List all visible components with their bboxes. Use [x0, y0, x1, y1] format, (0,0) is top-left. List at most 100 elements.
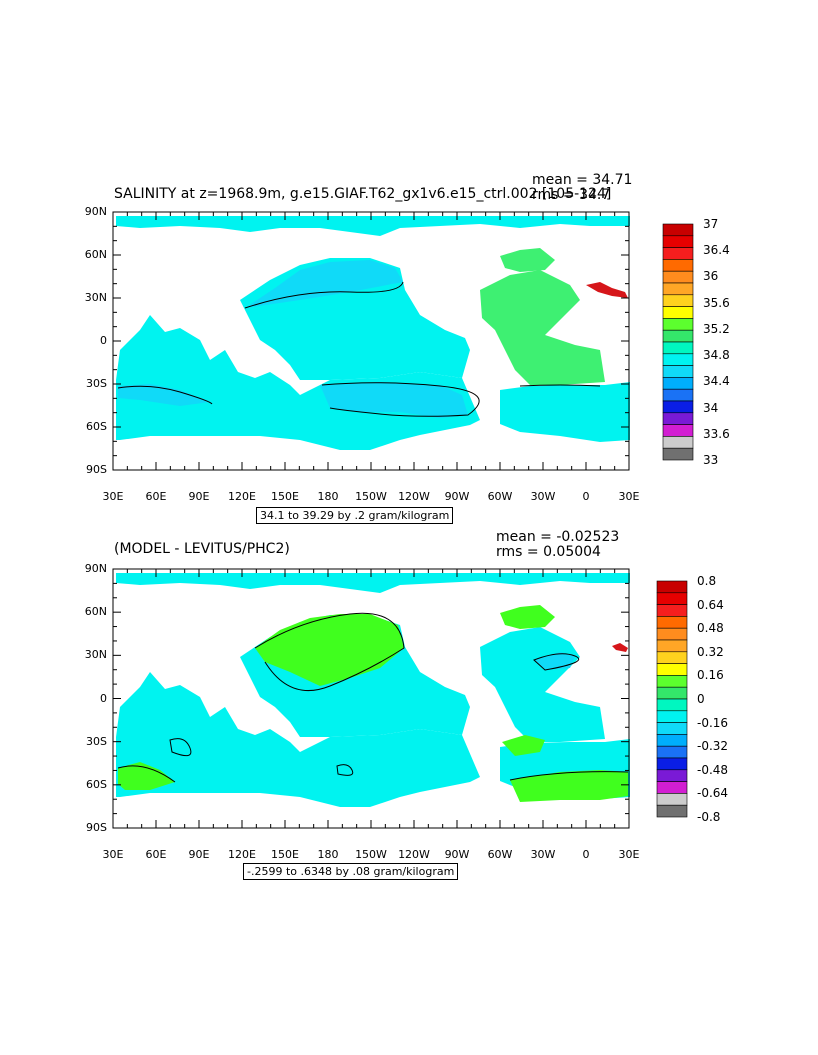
lat-tick-label: 90N	[84, 205, 107, 218]
panel2-contour-info: -.2599 to .6348 by .08 gram/kilogram	[243, 863, 459, 880]
lon-tick-label: 90E	[188, 848, 210, 861]
lon-tick-label: 0	[582, 490, 590, 503]
colorbar-swatch	[662, 447, 694, 461]
colorbar-swatch	[656, 604, 688, 617]
panel2-mediterranean	[612, 643, 628, 652]
colorbar-swatch	[656, 663, 688, 676]
colorbar-label: 37	[703, 217, 719, 231]
panel2-south-atlantic-west-green	[502, 735, 545, 756]
colorbar-label: -0.16	[697, 715, 729, 730]
lon-tick-label: 0	[582, 848, 590, 861]
panel2-rms: rms = 0.05004	[496, 544, 601, 560]
panel1-north-atlantic-cap	[500, 248, 555, 272]
panel1-contour-info: 34.1 to 39.29 by .2 gram/kilogram	[256, 507, 454, 524]
colorbar-swatch	[662, 294, 694, 307]
lat-tick-label: 60S	[86, 777, 107, 791]
panel2-indian-ocean	[116, 672, 480, 807]
panel1-pacific-north-band	[245, 260, 403, 308]
panel2-title: (MODEL - LEVITUS/PHC2)	[114, 541, 290, 557]
colorbar-swatch	[662, 388, 694, 402]
panel1-indian-south-band	[118, 384, 210, 406]
colorbar-swatch	[662, 329, 694, 343]
panel1-contour-line	[321, 382, 480, 417]
lat-tick-label: 60S	[86, 420, 107, 433]
colorbar-swatch	[656, 734, 688, 747]
colorbar-swatch	[656, 793, 688, 806]
lon-tick-label: 120W	[398, 848, 430, 861]
lon-tick-label: 30E	[618, 490, 640, 503]
panel2-south-atlantic-green	[510, 770, 628, 802]
colorbar-swatch	[656, 698, 688, 712]
lat-tick-label: 30N	[84, 291, 107, 304]
colorbar-swatch	[662, 353, 694, 366]
colorbar-swatch	[662, 365, 694, 378]
panel1-contour-line	[519, 384, 601, 387]
colorbar-swatch	[656, 651, 688, 664]
lon-tick-label: 180	[317, 848, 339, 861]
colorbar-swatch	[656, 745, 688, 759]
lat-tick-label: 90S	[86, 821, 107, 834]
colorbar-label: -0.48	[697, 762, 729, 777]
colorbar-label: 0.8	[697, 574, 717, 588]
colorbar-swatch	[662, 270, 694, 284]
panel2-arctic-ocean	[116, 573, 630, 593]
colorbar-label: 34	[703, 400, 719, 415]
lat-tick-label: 0	[100, 691, 107, 705]
colorbar-label: 0	[697, 692, 705, 706]
lon-tick-label: 120E	[228, 848, 256, 861]
panel1-south-atlantic	[500, 382, 630, 442]
panel2-atlantic-ocean	[480, 627, 605, 742]
colorbar-label: 35.2	[703, 321, 730, 336]
panel2-south-indian-green	[118, 762, 175, 790]
colorbar-label: 0.48	[697, 621, 724, 636]
lon-tick-label: 180	[317, 490, 339, 503]
panel1-title: SALINITY at z=1968.9m, g.e15.GIAF.T62_gx…	[114, 186, 612, 202]
lat-tick-label: 60N	[84, 605, 107, 619]
panel1-pacific-south-band	[320, 382, 468, 418]
colorbar-label: 0.64	[697, 597, 724, 612]
panel1-atlantic-ocean	[480, 270, 605, 385]
lon-tick-label: 90W	[444, 848, 470, 861]
colorbar-swatch	[662, 436, 694, 449]
colorbar-label: -0.8	[697, 810, 721, 824]
lon-tick-label: 30E	[618, 848, 640, 861]
colorbar-swatch	[656, 710, 688, 723]
lon-tick-label: 30E	[102, 490, 124, 503]
panel2-mean: mean = -0.02523	[496, 529, 620, 545]
colorbar-label: 33	[703, 453, 719, 467]
colorbar-swatch	[656, 686, 688, 700]
panel1-mean: mean = 34.71	[532, 172, 633, 188]
lon-tick-label: 150W	[355, 848, 387, 861]
panel2-contour-line	[117, 765, 176, 783]
colorbar-swatch	[656, 627, 688, 641]
panel1-contour-line	[117, 385, 213, 405]
colorbar-swatch	[662, 377, 694, 390]
colorbar-swatch	[656, 769, 688, 782]
panel1-indian-ocean	[116, 315, 480, 450]
colorbar-swatch	[662, 341, 694, 355]
panel1-mediterranean	[586, 282, 628, 298]
lon-tick-label: 90E	[188, 490, 210, 503]
panel1-rms: rms = 34.7	[532, 187, 611, 203]
colorbar-swatch	[656, 781, 688, 794]
panel2-ticks	[112, 568, 630, 829]
colorbar-label: 0.32	[697, 644, 724, 659]
panel2-contour-line	[509, 771, 629, 781]
colorbar-swatch	[662, 412, 694, 425]
colorbar-label: -0.64	[697, 786, 729, 801]
colorbar-label: 0.16	[697, 668, 724, 683]
lon-tick-label: 60E	[145, 848, 167, 861]
colorbar-swatch	[662, 259, 694, 272]
lon-tick-label: 150E	[271, 490, 299, 503]
panel2-contour-line	[254, 612, 405, 692]
panel1-colorbar	[662, 223, 694, 461]
colorbar-swatch	[656, 616, 688, 629]
colorbar-swatch	[662, 306, 694, 319]
colorbar-label: 34.8	[703, 348, 730, 363]
lon-tick-label: 150W	[355, 490, 387, 503]
lon-tick-label: 150E	[271, 848, 299, 861]
panel2-north-atlantic-cap	[500, 605, 555, 629]
lat-tick-label: 90N	[84, 562, 107, 575]
colorbar-swatch	[662, 223, 694, 237]
